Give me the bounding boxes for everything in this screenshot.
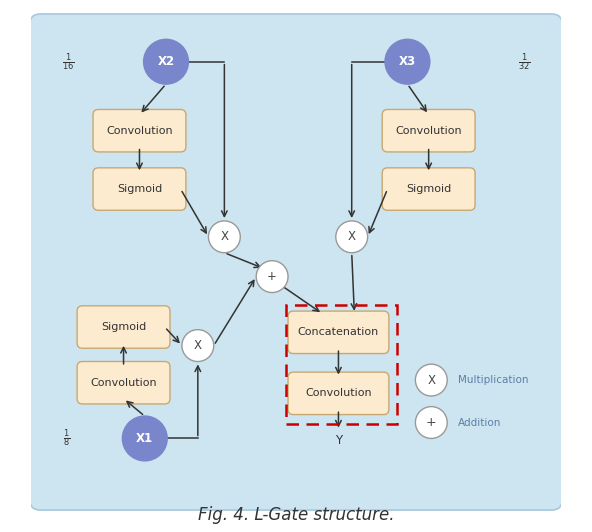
Text: +: +: [267, 270, 277, 283]
FancyBboxPatch shape: [288, 311, 389, 354]
Text: X: X: [427, 373, 435, 387]
Circle shape: [385, 39, 430, 84]
Text: X1: X1: [136, 432, 153, 445]
Circle shape: [144, 39, 188, 84]
FancyBboxPatch shape: [77, 306, 170, 348]
Circle shape: [208, 221, 240, 253]
Text: Sigmoid: Sigmoid: [406, 184, 451, 194]
Text: $\frac{1}{8}$: $\frac{1}{8}$: [63, 428, 70, 450]
Circle shape: [416, 406, 447, 438]
Text: Convolution: Convolution: [395, 126, 462, 136]
Text: Addition: Addition: [458, 418, 501, 428]
Text: X: X: [194, 339, 202, 352]
Text: +: +: [426, 416, 437, 429]
Text: X2: X2: [157, 55, 175, 68]
FancyBboxPatch shape: [93, 168, 186, 210]
Text: X: X: [220, 230, 229, 243]
Circle shape: [336, 221, 368, 253]
FancyBboxPatch shape: [77, 362, 170, 404]
Text: Sigmoid: Sigmoid: [117, 184, 162, 194]
Text: Convolution: Convolution: [305, 388, 372, 398]
Circle shape: [416, 364, 447, 396]
Text: Convolution: Convolution: [106, 126, 173, 136]
Circle shape: [256, 261, 288, 293]
Text: Concatenation: Concatenation: [298, 327, 379, 337]
Text: Fig. 4. L-Gate structure.: Fig. 4. L-Gate structure.: [198, 506, 394, 525]
FancyBboxPatch shape: [382, 168, 475, 210]
Text: $\frac{1}{32}$: $\frac{1}{32}$: [518, 51, 530, 72]
Text: $\frac{1}{16}$: $\frac{1}{16}$: [62, 51, 74, 72]
Circle shape: [182, 330, 214, 362]
Bar: [287, 305, 397, 424]
Text: Convolution: Convolution: [90, 378, 157, 388]
Text: Multiplication: Multiplication: [458, 375, 528, 385]
Text: Sigmoid: Sigmoid: [101, 322, 146, 332]
FancyBboxPatch shape: [30, 14, 562, 510]
Text: X3: X3: [399, 55, 416, 68]
Text: X: X: [348, 230, 356, 243]
FancyBboxPatch shape: [382, 110, 475, 152]
Circle shape: [123, 416, 167, 461]
FancyBboxPatch shape: [93, 110, 186, 152]
Text: Y: Y: [335, 434, 342, 446]
FancyBboxPatch shape: [288, 372, 389, 414]
